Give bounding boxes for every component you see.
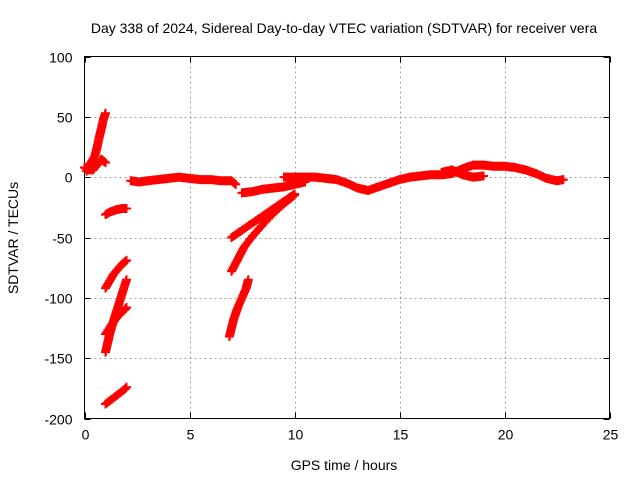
data-point bbox=[101, 158, 110, 168]
x-axis-label: GPS time / hours bbox=[291, 457, 398, 473]
chart-title: Day 338 of 2024, Sidereal Day-to-day VTE… bbox=[91, 20, 597, 36]
data-point bbox=[243, 275, 253, 285]
y-tick-label: -50 bbox=[52, 231, 72, 247]
x-tick-label: 0 bbox=[82, 427, 90, 443]
series-arc-h bbox=[224, 275, 253, 341]
data-point bbox=[558, 175, 568, 185]
data-points bbox=[80, 108, 568, 409]
data-point bbox=[120, 304, 130, 314]
x-tick-label: 25 bbox=[603, 427, 619, 443]
series-arc-b bbox=[101, 255, 131, 293]
grid-lines bbox=[84, 56, 610, 419]
y-tick-label: 100 bbox=[49, 50, 73, 66]
series-arc-dip bbox=[437, 165, 488, 182]
series-arc-d bbox=[101, 302, 131, 339]
series-arc-mid bbox=[279, 172, 404, 195]
data-point bbox=[122, 204, 131, 214]
data-point bbox=[120, 257, 130, 267]
data-point bbox=[99, 156, 109, 166]
data-point bbox=[300, 177, 310, 187]
tick-labels: 0 5 10 15 20 25 -200 -150 -100 -50 0 50 100 bbox=[44, 50, 618, 443]
y-tick-label: -200 bbox=[44, 412, 72, 428]
data-point bbox=[288, 192, 298, 202]
series-arc-main bbox=[126, 172, 241, 189]
series-arc-rise bbox=[237, 177, 310, 198]
x-tick-label: 15 bbox=[393, 427, 409, 443]
data-point bbox=[122, 382, 131, 392]
series-arc-e bbox=[101, 382, 131, 409]
y-tick-label: 0 bbox=[65, 170, 73, 186]
y-axis-label: SDTVAR / TECUs bbox=[5, 182, 21, 294]
x-tick-label: 10 bbox=[288, 427, 304, 443]
y-tick-label: -100 bbox=[44, 291, 72, 307]
data-point bbox=[122, 255, 131, 265]
data-point bbox=[120, 383, 130, 393]
y-tick-label: -150 bbox=[44, 351, 72, 367]
data-point bbox=[101, 108, 110, 118]
data-point bbox=[479, 171, 488, 181]
series-arc-spike bbox=[82, 108, 110, 176]
x-tick-label: 20 bbox=[498, 427, 514, 443]
x-tick-label: 5 bbox=[187, 427, 195, 443]
data-point bbox=[122, 302, 131, 312]
y-tick-label: 50 bbox=[57, 110, 73, 126]
series-arc-a bbox=[101, 204, 131, 220]
data-point bbox=[290, 190, 299, 200]
data-point bbox=[122, 275, 131, 285]
plot-frame bbox=[84, 56, 610, 419]
data-point bbox=[229, 178, 239, 188]
data-point bbox=[231, 179, 241, 189]
axis-ticks bbox=[84, 56, 611, 420]
series-arc-g bbox=[227, 190, 299, 276]
